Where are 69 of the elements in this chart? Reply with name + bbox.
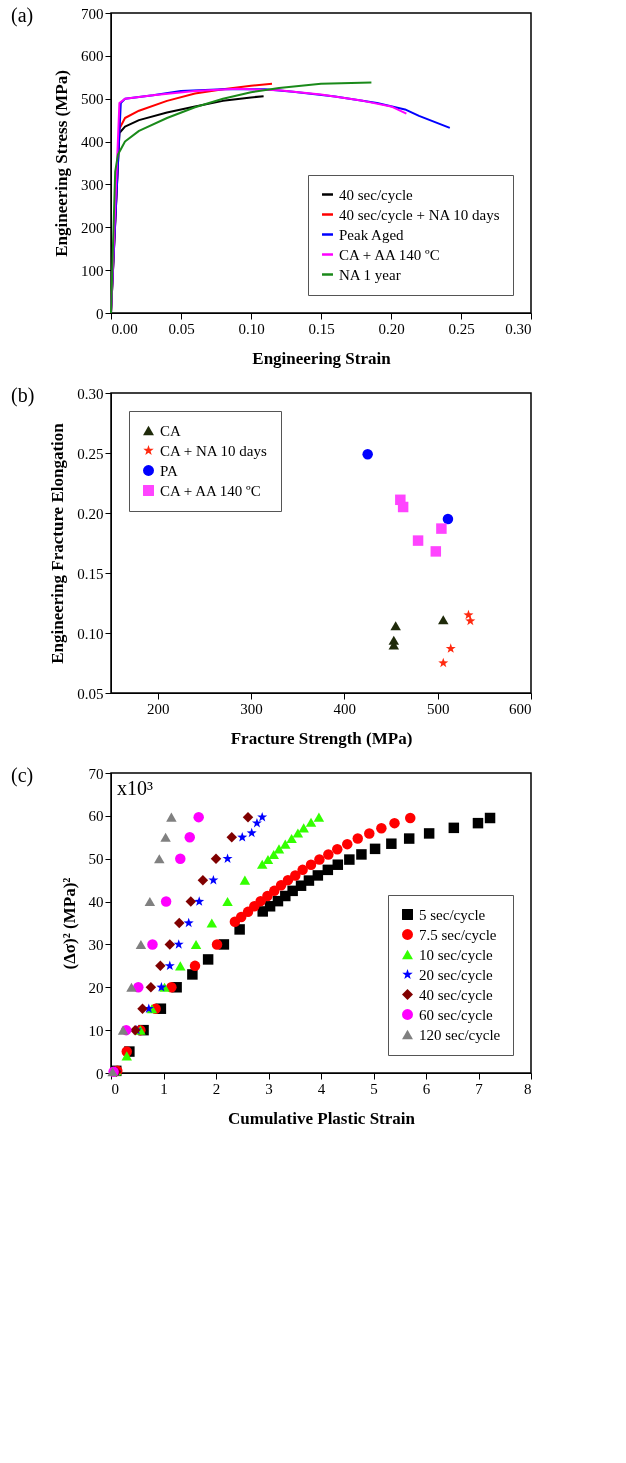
y-tick-label: 300 [81, 176, 104, 193]
legend-label: NA 1 year [339, 266, 401, 283]
chart-title: (c) [11, 764, 34, 787]
x-tick-label: 400 [333, 700, 357, 717]
y-tick-label: 0.05 [77, 685, 104, 702]
x-axis-title: Fracture Strength (MPa) [230, 728, 413, 748]
x-tick-label: 600 [509, 700, 532, 717]
y-tick-label: 100 [81, 262, 104, 279]
x-tick-label: 0.15 [308, 320, 335, 337]
y-tick-label: 200 [81, 219, 104, 236]
y-tick-label: 0 [96, 1065, 104, 1082]
legend-label: 40 sec/cycle [419, 986, 494, 1003]
x-tick-label: 0 [111, 1080, 119, 1097]
y-tick-label: 0.10 [77, 625, 104, 642]
annotation: x10³ [117, 777, 153, 799]
y-tick-label: 50 [88, 851, 104, 868]
legend-label: 5 sec/cycle [419, 906, 486, 923]
chart-title: (a) [11, 4, 34, 27]
y-tick-label: 70 [88, 765, 104, 782]
y-tick-label: 40 [88, 894, 104, 911]
legend-label: 7.5 sec/cycle [419, 926, 497, 943]
x-tick-label: 0.30 [505, 320, 532, 337]
y-tick-label: 0.20 [77, 505, 104, 522]
x-tick-label: 2 [212, 1080, 221, 1097]
x-tick-label: 7 [475, 1080, 484, 1097]
x-tick-label: 0.10 [238, 320, 265, 337]
y-axis-title: Engineering Stress (MPa) [52, 70, 71, 257]
y-tick-label: 400 [81, 134, 104, 151]
x-tick-label: 0.25 [448, 320, 475, 337]
x-tick-label: 0.00 [111, 320, 138, 337]
y-tick-label: 0 [96, 305, 104, 322]
x-tick-label: 6 [422, 1080, 431, 1097]
legend-label: 40 sec/cycle + NA 10 days [339, 206, 500, 223]
y-tick-label: 700 [81, 5, 104, 22]
y-tick-label: 600 [81, 48, 104, 65]
x-tick-label: 500 [426, 700, 450, 717]
y-axis-title: (Δσ)² (MPa)² [59, 877, 79, 970]
legend-label: CA + NA 10 days [160, 442, 267, 459]
legend-label: 120 sec/cycle [419, 1026, 501, 1043]
x-tick-label: 4 [317, 1080, 326, 1097]
x-tick-label: 5 [370, 1080, 378, 1097]
x-tick-label: 0.20 [378, 320, 405, 337]
legend-label: Peak Aged [339, 226, 405, 243]
x-axis-title: Cumulative Plastic Strain [228, 1108, 416, 1128]
y-axis-title: Engineering Fracture Elongation [48, 422, 68, 664]
chart-title: (b) [11, 384, 35, 407]
y-tick-label: 20 [88, 979, 104, 996]
legend-label: PA [160, 462, 178, 479]
x-tick-label: 3 [265, 1080, 273, 1097]
y-tick-label: 60 [88, 808, 104, 825]
legend-label: 60 sec/cycle [419, 1006, 494, 1023]
legend-label: CA + AA 140 ºC [160, 482, 261, 499]
y-tick-label: 0.30 [77, 385, 104, 402]
x-tick-label: 200 [146, 700, 170, 717]
x-tick-label: 1 [160, 1080, 168, 1097]
y-tick-label: 10 [88, 1022, 104, 1039]
y-tick-label: 30 [88, 936, 104, 953]
y-tick-label: 500 [81, 91, 104, 108]
legend-label: 20 sec/cycle [419, 966, 494, 983]
legend-label: 40 sec/cycle [339, 186, 414, 203]
legend-label: 10 sec/cycle [419, 946, 494, 963]
legend-label: CA [160, 422, 181, 439]
x-tick-label: 0.05 [168, 320, 195, 337]
x-axis-title: Engineering Strain [252, 348, 392, 368]
x-tick-label: 8 [524, 1080, 532, 1097]
legend-label: CA + AA 140 ºC [339, 246, 440, 263]
x-tick-label: 300 [240, 700, 263, 717]
y-tick-label: 0.25 [77, 445, 104, 462]
y-tick-label: 0.15 [77, 565, 104, 582]
